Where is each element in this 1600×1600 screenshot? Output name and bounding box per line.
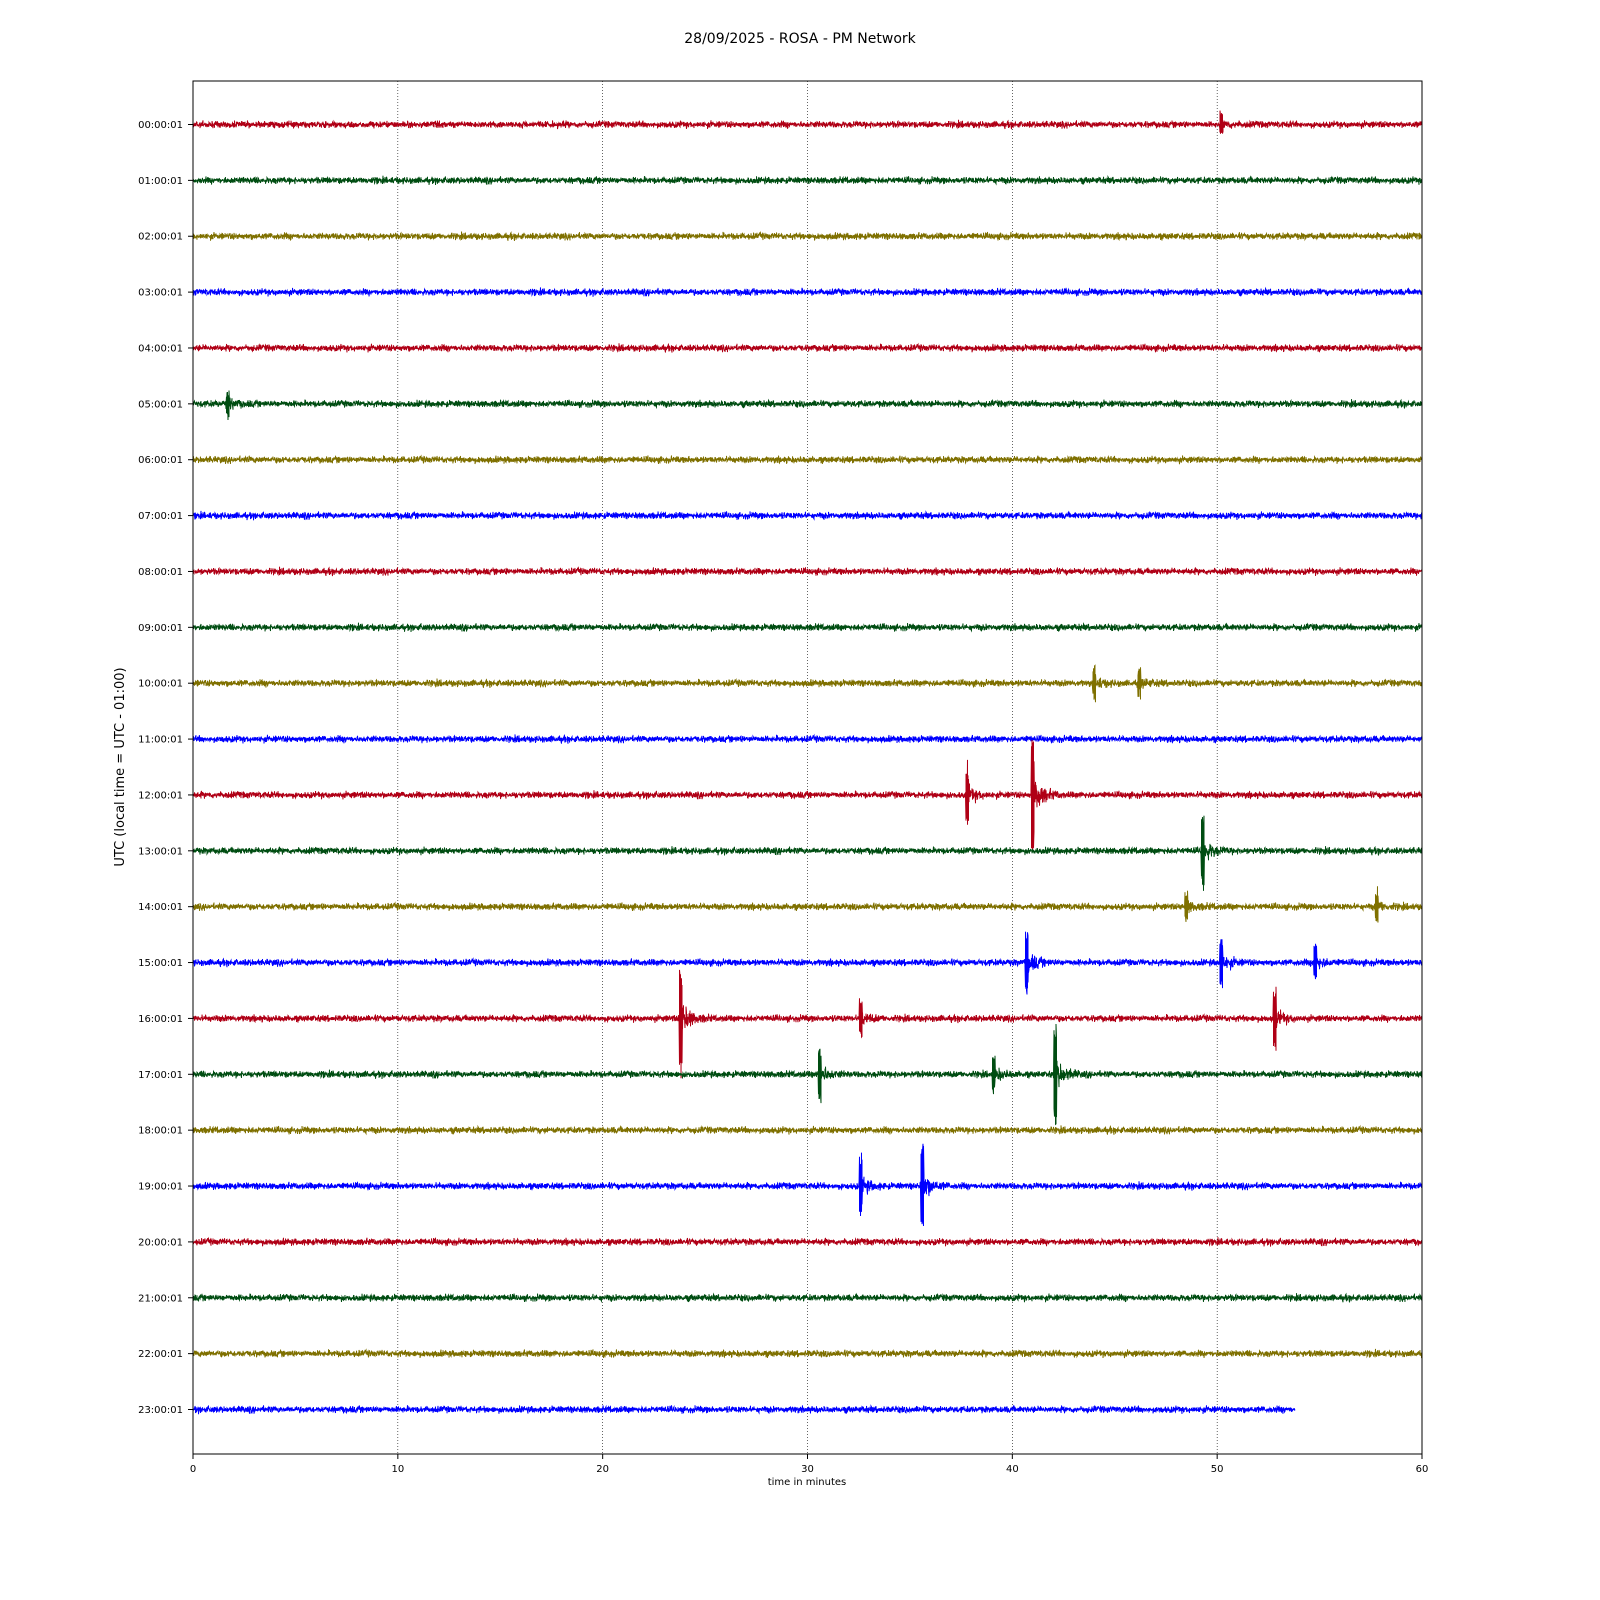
y-tick-label: 15:00:01 bbox=[138, 958, 183, 969]
y-tick-label: 18:00:01 bbox=[138, 1126, 183, 1137]
y-tick-label: 22:00:01 bbox=[138, 1349, 183, 1360]
trace-19-00-01 bbox=[192, 1143, 1423, 1227]
y-tick-label: 02:00:01 bbox=[138, 232, 183, 243]
y-axis-label: UTC (local time = UTC - 01:00) bbox=[113, 667, 128, 866]
x-tick-label: 40 bbox=[1006, 1464, 1019, 1475]
y-tick-label: 08:00:01 bbox=[138, 567, 183, 578]
trace-01-00-01 bbox=[192, 174, 1423, 186]
y-tick-label: 14:00:01 bbox=[138, 902, 183, 913]
trace-20-00-01 bbox=[192, 1236, 1423, 1247]
trace-04-00-01 bbox=[192, 342, 1423, 353]
y-tick-label: 20:00:01 bbox=[138, 1237, 183, 1248]
y-tick-label: 09:00:01 bbox=[138, 623, 183, 634]
y-tick-label: 19:00:01 bbox=[138, 1182, 183, 1193]
trace-06-00-01 bbox=[192, 454, 1423, 465]
grid-lines bbox=[397, 81, 1218, 1454]
trace-22-00-01 bbox=[192, 1348, 1423, 1359]
y-tick-label: 00:00:01 bbox=[138, 120, 183, 131]
x-tick-label: 0 bbox=[190, 1464, 196, 1475]
x-tick-label: 20 bbox=[596, 1464, 609, 1475]
trace-02-00-01 bbox=[192, 230, 1423, 242]
y-tick-label: 17:00:01 bbox=[138, 1070, 183, 1081]
trace-23-00-01 bbox=[192, 1404, 1296, 1415]
trace-12-00-01 bbox=[192, 739, 1423, 851]
y-tick-label: 03:00:01 bbox=[138, 288, 183, 299]
y-tick-label: 05:00:01 bbox=[138, 399, 183, 410]
trace-group bbox=[192, 110, 1423, 1415]
trace-08-00-01 bbox=[192, 566, 1423, 577]
y-tick-label: 10:00:01 bbox=[138, 679, 183, 690]
trace-17-00-01 bbox=[192, 1023, 1423, 1126]
y-tick-label: 01:00:01 bbox=[138, 176, 183, 187]
x-tick-label: 50 bbox=[1211, 1464, 1224, 1475]
y-axis: 00:00:01 01:00:01 02:00:01 03:00:01 04:00:01… bbox=[138, 120, 193, 1416]
x-axis: 0 10 20 30 40 50 60 bbox=[190, 1454, 1429, 1475]
trace-16-00-01 bbox=[192, 969, 1423, 1079]
y-tick-label: 07:00:01 bbox=[138, 511, 183, 522]
trace-07-00-01 bbox=[192, 510, 1423, 521]
trace-03-00-01 bbox=[192, 286, 1423, 298]
y-tick-label: 13:00:01 bbox=[138, 846, 183, 857]
y-tick-label: 04:00:01 bbox=[138, 343, 183, 354]
trace-00-00-01 bbox=[192, 110, 1423, 134]
x-tick-label: 60 bbox=[1416, 1464, 1429, 1475]
chart-title: 28/09/2025 - ROSA - PM Network bbox=[684, 31, 916, 47]
y-tick-label: 11:00:01 bbox=[138, 735, 183, 746]
y-tick-label: 06:00:01 bbox=[138, 455, 183, 466]
y-tick-label: 12:00:01 bbox=[138, 790, 183, 801]
trace-10-00-01 bbox=[192, 664, 1423, 703]
trace-09-00-01 bbox=[192, 622, 1423, 633]
trace-14-00-01 bbox=[192, 886, 1423, 923]
x-axis-label: time in minutes bbox=[768, 1477, 847, 1488]
x-tick-label: 30 bbox=[801, 1464, 814, 1475]
y-tick-label: 23:00:01 bbox=[138, 1405, 183, 1416]
y-tick-label: 16:00:01 bbox=[138, 1014, 183, 1025]
trace-21-00-01 bbox=[192, 1292, 1423, 1304]
trace-11-00-01 bbox=[192, 733, 1423, 745]
y-tick-label: 21:00:01 bbox=[138, 1293, 183, 1304]
trace-13-00-01 bbox=[192, 815, 1423, 891]
trace-15-00-01 bbox=[192, 931, 1423, 995]
trace-05-00-01 bbox=[192, 390, 1423, 421]
trace-18-00-01 bbox=[192, 1124, 1423, 1136]
x-tick-label: 10 bbox=[391, 1464, 404, 1475]
